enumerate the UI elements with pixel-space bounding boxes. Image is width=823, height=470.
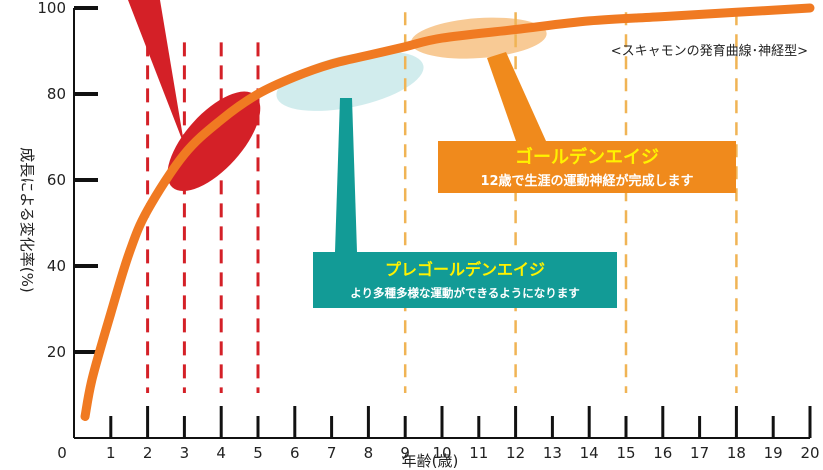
x-tick-label: 8 [364,444,374,462]
x-tick-label: 4 [216,444,226,462]
x-tick-label: 3 [180,444,190,462]
curve-layer [80,0,815,421]
x-tick-label: 10 [432,444,451,462]
pre-golden-age-box [313,252,617,308]
golden-age-pointer [487,52,546,141]
x-tick-label: 15 [616,444,635,462]
golden-age-box [438,141,736,193]
x-tick-label: 2 [143,444,153,462]
chart-subtitle: <スキャモンの発育曲線･神経型> [611,43,808,59]
x-tick-label: 12 [506,444,525,462]
pre-golden-age-callout: プレゴールデンエイジ より多種多様な運動ができるようになります [313,252,617,308]
growth-curve [80,3,815,421]
x-tick-label: 7 [327,444,337,462]
pre-golden-age-pointer [335,98,357,252]
golden-age-callout: ゴールデンエイジ 12歳で生涯の運動神経が完成します [438,141,736,193]
y-tick-label: 20 [47,343,66,361]
x-tick-label: 20 [800,444,819,462]
x-tick-label: 11 [469,444,488,462]
y-tick-label: 40 [47,257,66,275]
x-tick-label: 1 [106,444,116,462]
x-tick-label: 13 [543,444,562,462]
x-tick-label: 19 [764,444,783,462]
x-tick-label: 17 [690,444,709,462]
x-tick-label: 18 [727,444,746,462]
x-axis-label: 年齢(歳) [402,452,459,470]
x-tick-label: 6 [290,444,300,462]
pre-golden-age-title: プレゴールデンエイジ [385,260,545,279]
dashed-marker-layer [146,12,738,393]
x-tick-label: 9 [400,444,410,462]
golden-age-title: ゴールデンエイジ [515,146,659,168]
x-tick-label: 5 [253,444,263,462]
y-tick-label: 80 [47,85,66,103]
y-axis-label: 成長による変化率(%) [18,147,36,293]
y-tick-label: 100 [37,0,66,17]
overlay-layer [335,52,546,252]
golden-age-subtitle: 12歳で生涯の運動神経が完成します [480,173,693,189]
x-tick-label: 16 [653,444,672,462]
x-tick-label: 14 [580,444,599,462]
red-highlight-ellipse [167,91,261,192]
x-tick-label: 0 [57,444,67,462]
y-tick-label: 60 [47,171,66,189]
red-wedge [128,0,185,146]
pre-golden-age-subtitle: より多種多様な運動ができるようになります [350,286,580,300]
